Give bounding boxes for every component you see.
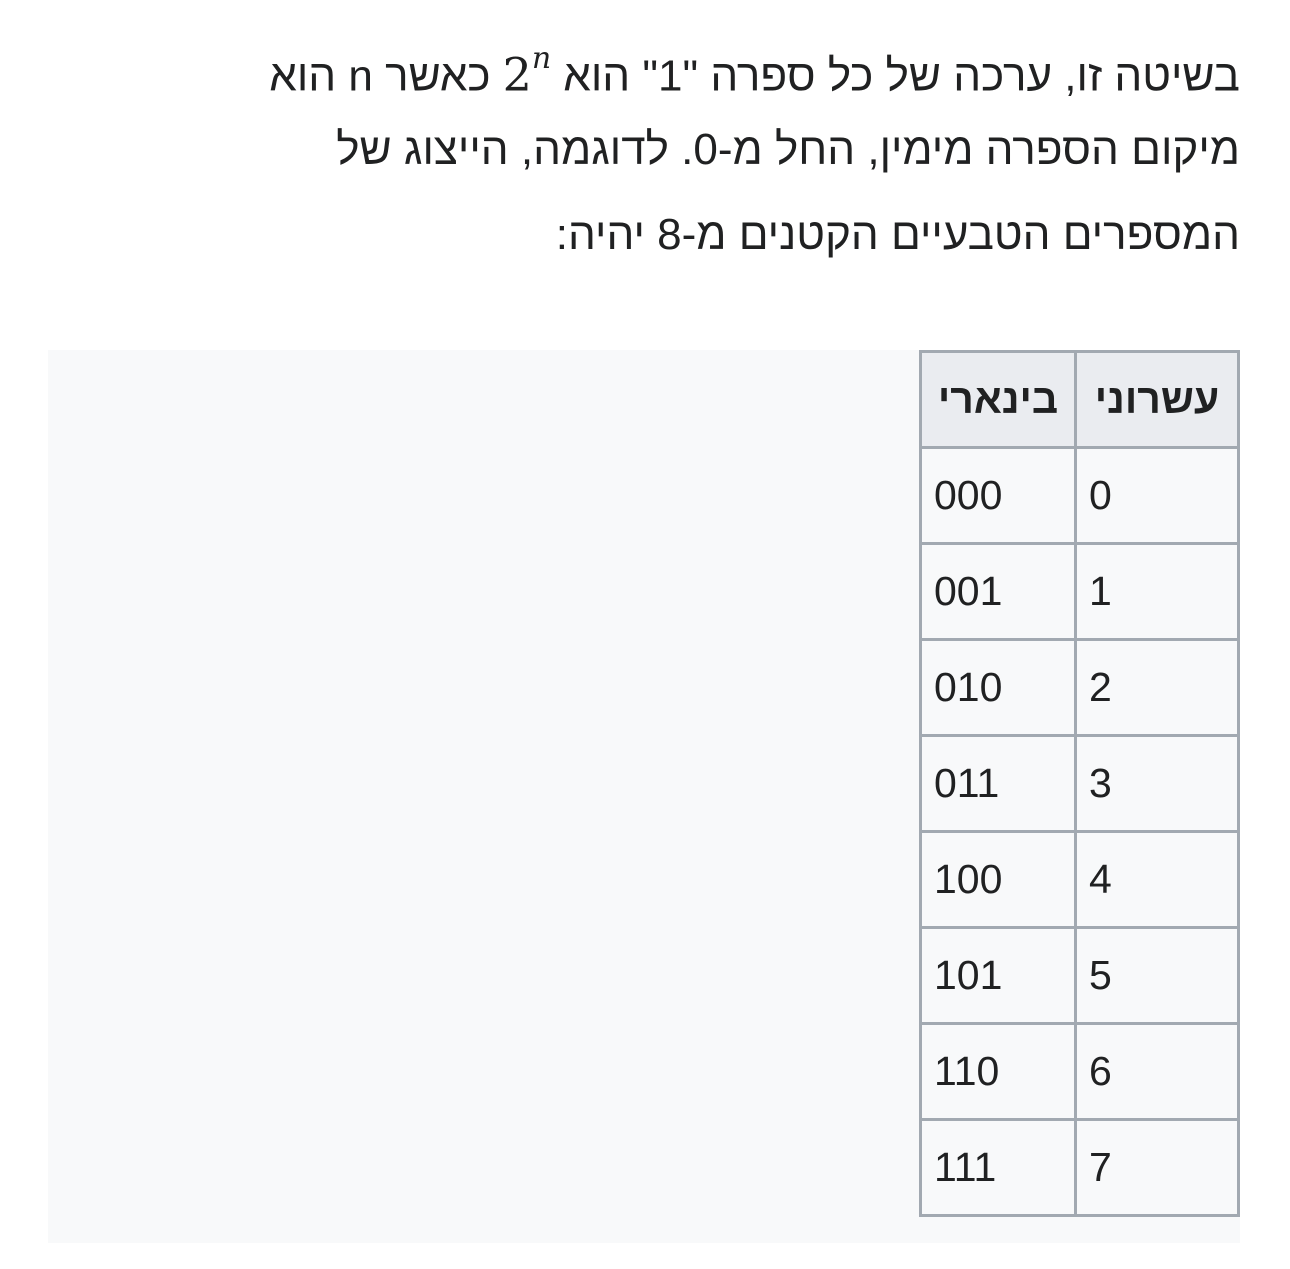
cell-decimal: 4 xyxy=(1074,830,1240,929)
table-row: 5 101 xyxy=(919,926,1240,1025)
cell-decimal: 5 xyxy=(1074,926,1240,1025)
table-row: 7 111 xyxy=(919,1118,1240,1217)
table-row: 6 110 xyxy=(919,1022,1240,1121)
table-row: 3 011 xyxy=(919,734,1240,833)
intro-paragraph: בשיטה זו, ערכה של כל ספרה "1" הוא2nכאשר … xyxy=(40,22,1240,277)
line1-text-before: בשיטה זו, ערכה של כל ספרה "1" הוא xyxy=(563,51,1240,101)
paragraph-line-3: המספרים הטבעיים הקטנים מ-8 יהיה: xyxy=(555,210,1240,259)
line1-text-after: כאשר n הוא xyxy=(269,51,491,101)
paragraph-line-1: בשיטה זו, ערכה של כל ספרה "1" הוא 2n כאשר … xyxy=(40,22,1240,107)
table-row: 4 100 xyxy=(919,830,1240,929)
cell-decimal: 0 xyxy=(1074,446,1240,545)
table-row: 1 001 xyxy=(919,542,1240,641)
header-decimal: עשרוני xyxy=(1074,350,1240,449)
cell-binary: 101 xyxy=(919,926,1077,1025)
math-base: 2 xyxy=(502,47,532,102)
cell-binary: 110 xyxy=(919,1022,1077,1121)
math-exponent: n xyxy=(531,41,552,76)
table-row: 2 010 xyxy=(919,638,1240,737)
table-row: 0 000 xyxy=(919,446,1240,545)
paragraph-line-2: מיקום הספרה מימין, החל מ-0. לדוגמה, הייצ… xyxy=(336,125,1240,174)
cell-binary: 001 xyxy=(919,542,1077,641)
cell-binary: 011 xyxy=(919,734,1077,833)
cell-binary: 000 xyxy=(919,446,1077,545)
math-power-of-two: 2n xyxy=(503,22,552,117)
cell-decimal: 2 xyxy=(1074,638,1240,737)
cell-binary: 100 xyxy=(919,830,1077,929)
binary-table: עשרוני בינארי 0 000 1 001 2 010 3 011 4 100 5 101 6 1… xyxy=(919,350,1240,1217)
cell-decimal: 7 xyxy=(1074,1118,1240,1217)
cell-decimal: 1 xyxy=(1074,542,1240,641)
cell-decimal: 6 xyxy=(1074,1022,1240,1121)
cell-binary: 111 xyxy=(919,1118,1077,1217)
cell-decimal: 3 xyxy=(1074,734,1240,833)
table-header-row: עשרוני בינארי xyxy=(919,350,1240,449)
header-binary: בינארי xyxy=(919,350,1077,449)
cell-binary: 010 xyxy=(919,638,1077,737)
